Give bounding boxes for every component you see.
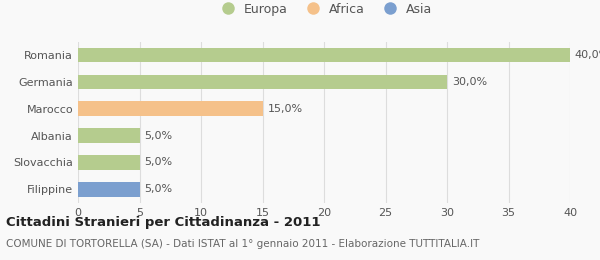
Legend: Europa, Africa, Asia: Europa, Africa, Asia [215,3,433,16]
Bar [78,182,139,197]
Text: 40,0%: 40,0% [575,50,600,60]
Text: 5,0%: 5,0% [145,184,173,194]
Text: Cittadini Stranieri per Cittadinanza - 2011: Cittadini Stranieri per Cittadinanza - 2… [6,216,320,229]
Bar [78,155,139,170]
Bar [78,75,447,89]
Bar [78,48,570,62]
Text: 15,0%: 15,0% [268,104,302,114]
Bar [78,101,263,116]
Bar [78,128,139,143]
Text: COMUNE DI TORTORELLA (SA) - Dati ISTAT al 1° gennaio 2011 - Elaborazione TUTTITA: COMUNE DI TORTORELLA (SA) - Dati ISTAT a… [6,239,479,249]
Text: 30,0%: 30,0% [452,77,487,87]
Text: 5,0%: 5,0% [145,158,173,167]
Text: 5,0%: 5,0% [145,131,173,141]
